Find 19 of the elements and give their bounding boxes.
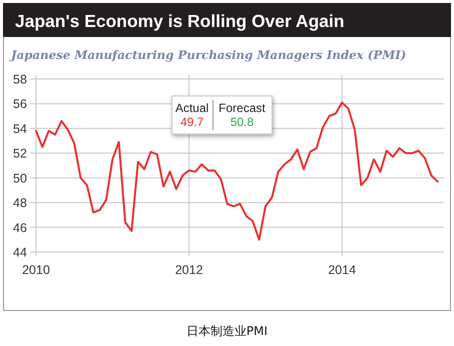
y-tick-label: 58	[13, 72, 27, 86]
y-tick-label: 56	[13, 97, 27, 112]
chart-title: Japan's Economy is Rolling Over Again	[15, 11, 344, 31]
chart-subtitle: Japanese Manufacturing Purchasing Managers Index (PMI)	[9, 48, 406, 62]
text: 日本制造业PMI	[186, 324, 268, 338]
annotation: 50.8	[230, 115, 254, 129]
annotation: Forecast	[218, 101, 266, 115]
y-tick-label: 44	[13, 246, 27, 260]
x-tick-label: 2010	[22, 263, 50, 277]
annotation: Actual	[175, 101, 209, 115]
y-tick-label: 54	[13, 122, 27, 136]
line-series	[35, 101, 439, 241]
y-tick-label: 52	[13, 146, 27, 161]
annotation: 49.7	[180, 115, 204, 129]
x-tick-label: 2012	[175, 263, 203, 277]
y-tick-label: 50	[13, 171, 27, 186]
x-tick-label: 2014	[328, 263, 356, 277]
y-tick-label: 48	[13, 196, 27, 210]
y-tick-label: 46	[13, 220, 27, 235]
